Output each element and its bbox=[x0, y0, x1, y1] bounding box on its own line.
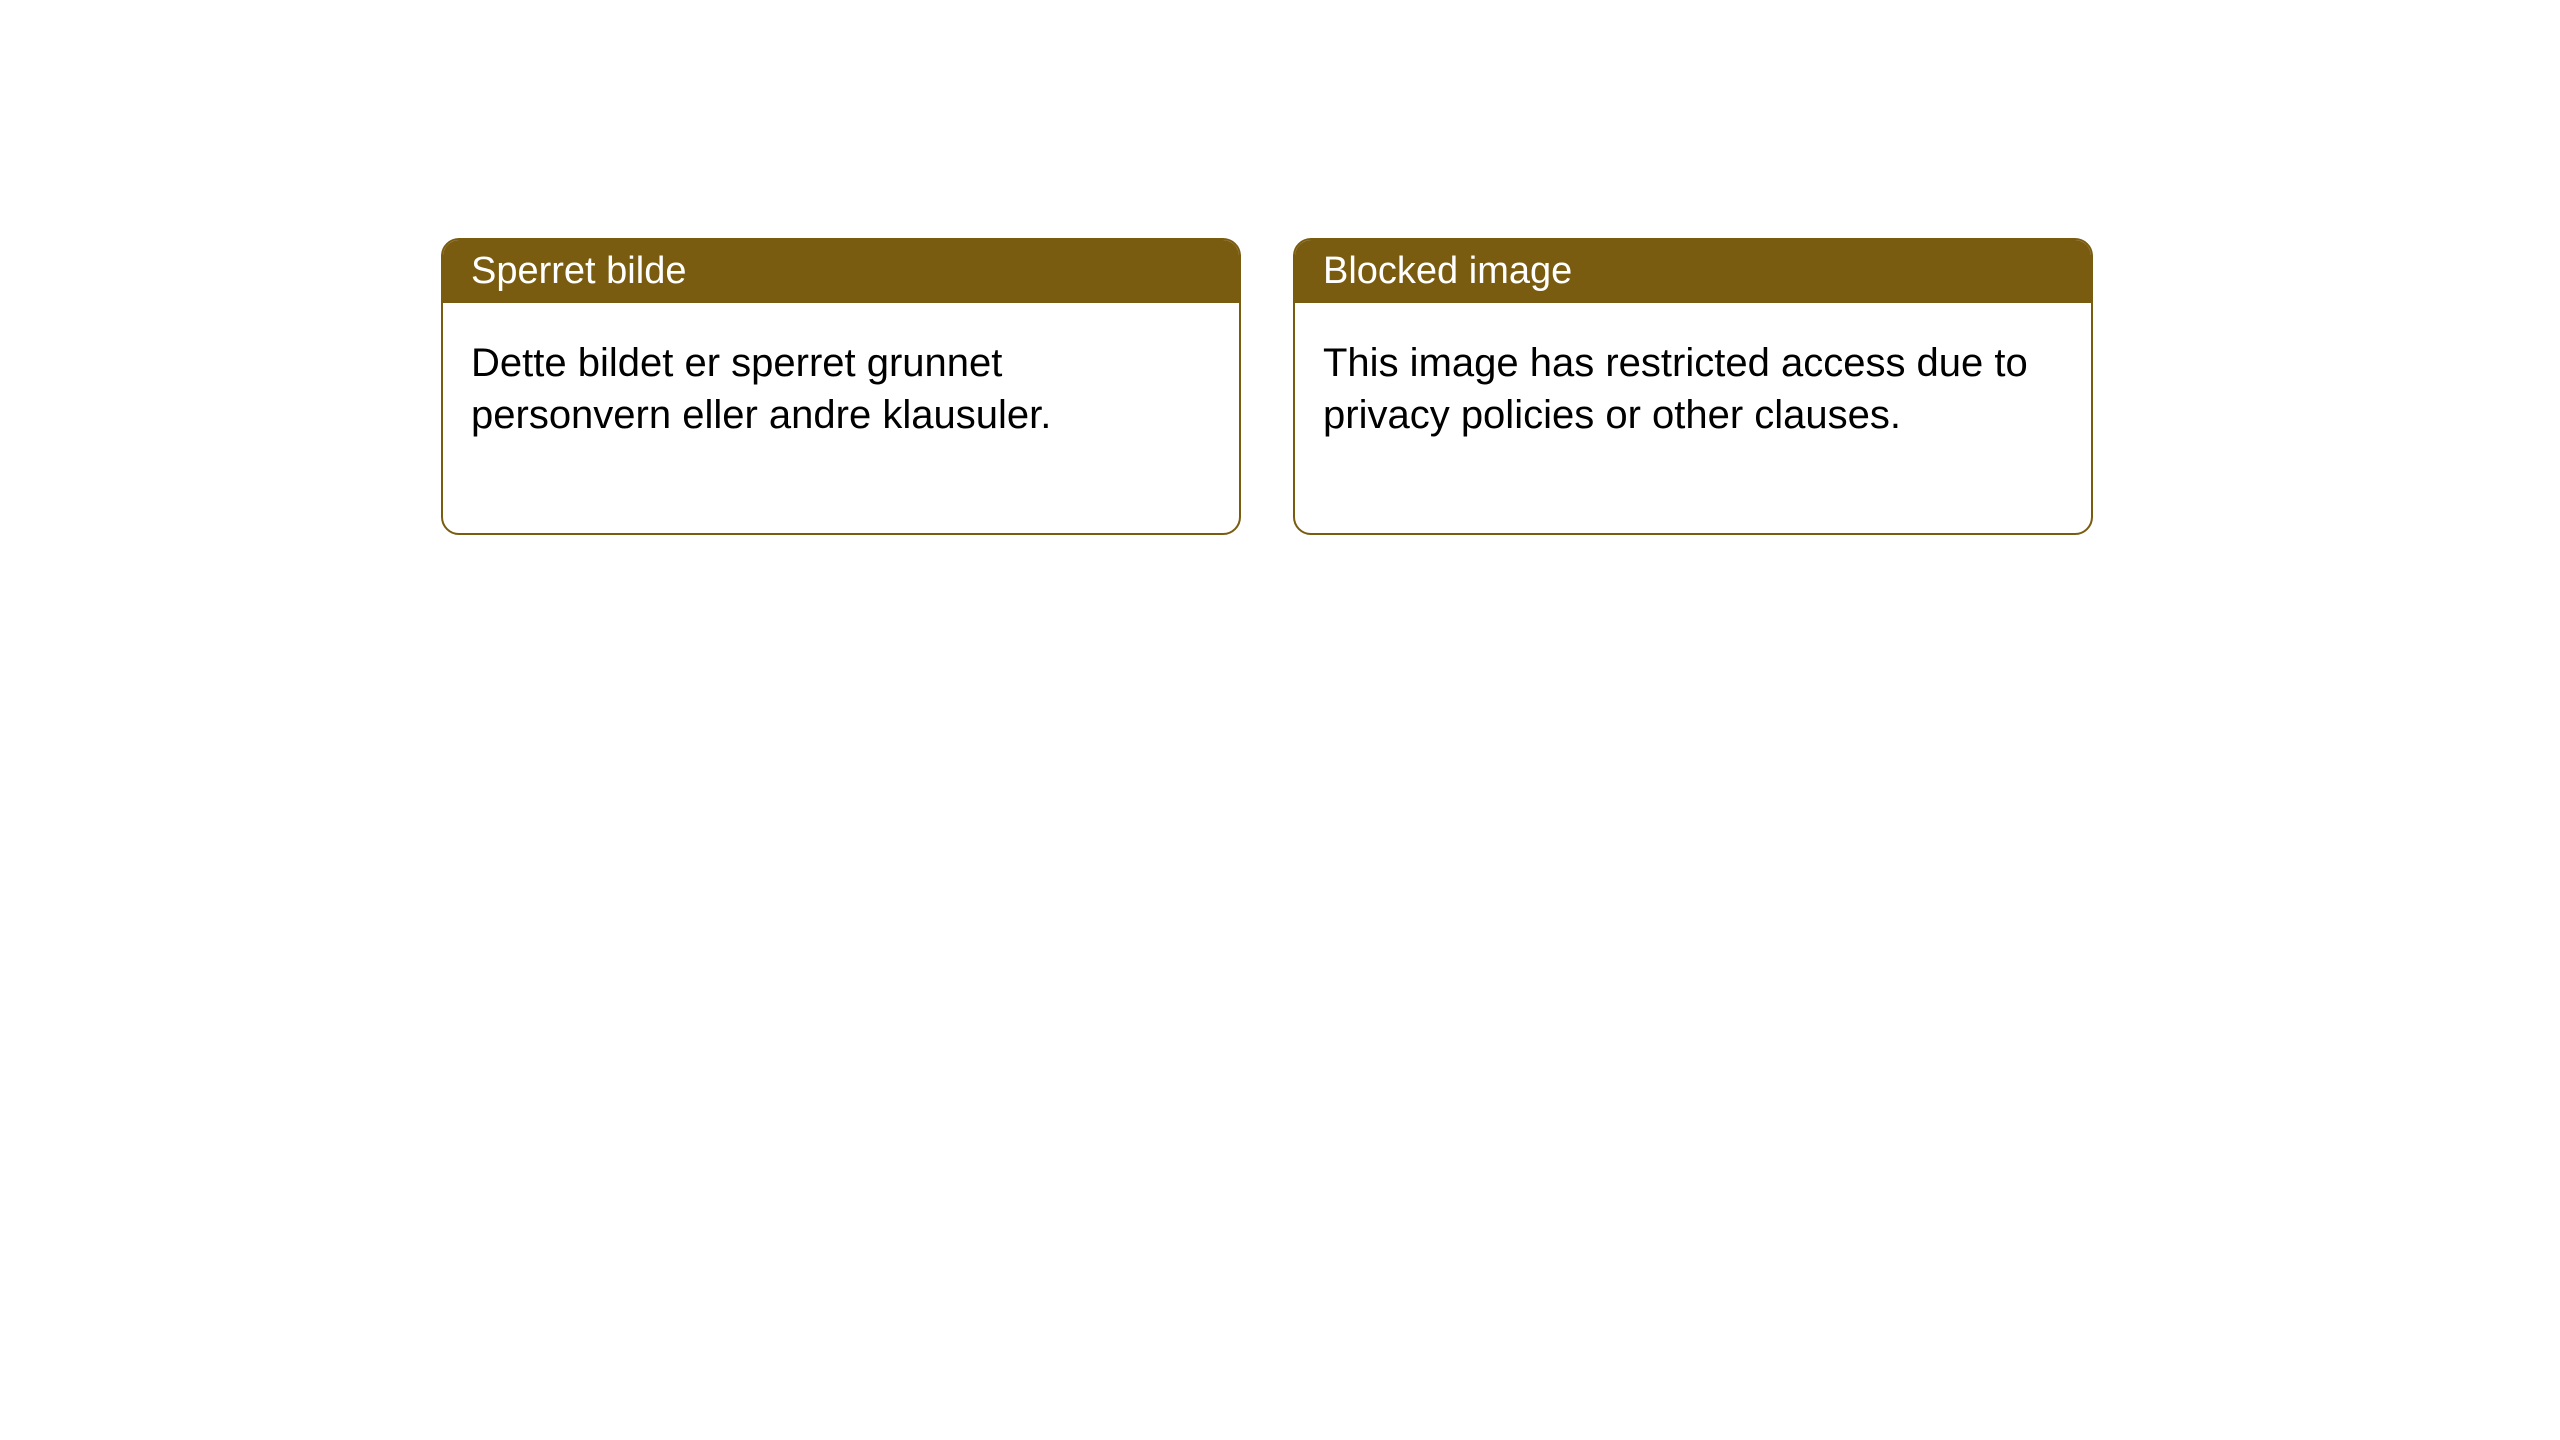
blocked-card-english: Blocked image This image has restricted … bbox=[1293, 238, 2093, 535]
card-title: Sperret bilde bbox=[471, 250, 686, 292]
card-title: Blocked image bbox=[1323, 250, 1572, 292]
blocked-image-cards: Sperret bilde Dette bildet er sperret gr… bbox=[441, 238, 2093, 535]
card-header: Sperret bilde bbox=[443, 240, 1239, 303]
card-body-text: Dette bildet er sperret grunnet personve… bbox=[471, 341, 1051, 437]
blocked-card-norwegian: Sperret bilde Dette bildet er sperret gr… bbox=[441, 238, 1241, 535]
card-header: Blocked image bbox=[1295, 240, 2091, 303]
card-body: This image has restricted access due to … bbox=[1295, 303, 2091, 533]
card-body: Dette bildet er sperret grunnet personve… bbox=[443, 303, 1239, 533]
card-body-text: This image has restricted access due to … bbox=[1323, 341, 2028, 437]
